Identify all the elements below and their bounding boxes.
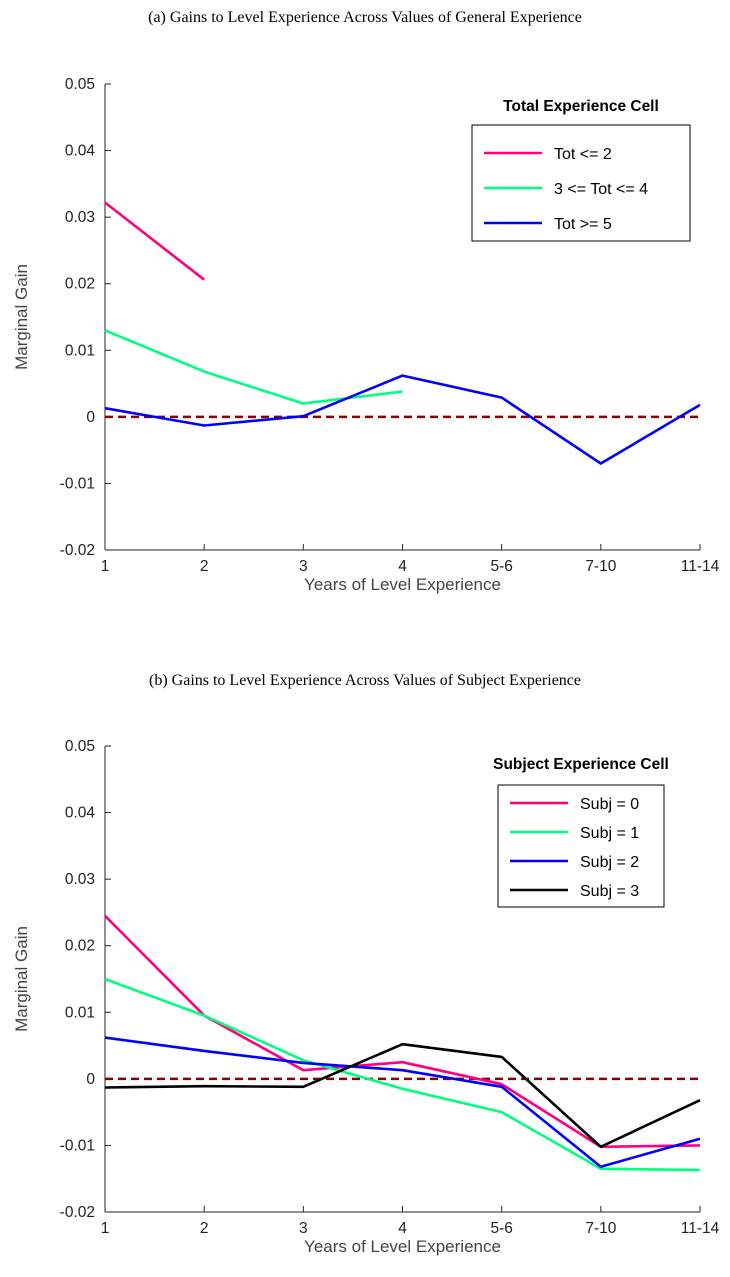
chart-a: (a) Gains to Level Experience Across Val…: [12, 9, 720, 594]
legend-title: Subject Experience Cell: [493, 756, 669, 773]
y-tick-label: 0.04: [65, 805, 96, 822]
y-tick-label: -0.02: [60, 542, 95, 559]
chart-title: (b) Gains to Level Experience Across Val…: [149, 672, 581, 689]
series-line-tot-5: [104, 374, 701, 465]
x-axis-label: Years of Level Experience: [304, 1237, 501, 1256]
y-tick-label: 0.02: [65, 276, 95, 293]
legend-title: Total Experience Cell: [503, 98, 659, 115]
x-tick-label: 7-10: [585, 1220, 616, 1237]
legend-label: 3 <= Tot <= 4: [554, 181, 648, 198]
x-tick-label: 1: [101, 558, 110, 575]
y-tick-label: 0.03: [65, 209, 95, 226]
x-tick-label: 2: [200, 558, 209, 575]
x-tick-label: 1: [101, 1220, 110, 1237]
x-axis-label: Years of Level Experience: [304, 575, 501, 594]
series-line-subj-3: [104, 1042, 701, 1149]
y-tick-label: 0.05: [65, 76, 95, 93]
x-tick-label: 5-6: [490, 558, 512, 575]
legend-label: Subj = 2: [580, 854, 639, 871]
legend-box: [471, 124, 691, 242]
x-tick-label: 3: [299, 558, 308, 575]
series-line-subj-1: [104, 977, 701, 1172]
legend-label: Tot <= 2: [554, 146, 612, 163]
y-tick-label: -0.01: [60, 475, 95, 492]
legend-box: [497, 784, 665, 908]
x-tick-label: 3: [299, 1220, 308, 1237]
chart-b: (b) Gains to Level Experience Across Val…: [12, 672, 720, 1256]
y-axis-label: Marginal Gain: [12, 926, 31, 1032]
x-tick-label: 5-6: [490, 1220, 512, 1237]
y-tick-label: -0.01: [60, 1137, 95, 1154]
series-line-tot-2: [104, 201, 205, 281]
series-line-subj-2: [104, 1036, 701, 1168]
x-tick-label: 11-14: [681, 558, 720, 575]
legend-label: Subj = 3: [580, 883, 639, 900]
y-tick-label: 0.05: [65, 738, 95, 755]
chart-title: (a) Gains to Level Experience Across Val…: [148, 9, 582, 26]
legend-label: Tot >= 5: [554, 216, 612, 233]
x-tick-label: 4: [398, 558, 407, 575]
y-tick-label: 0: [86, 1071, 95, 1088]
y-tick-label: 0.02: [65, 938, 95, 955]
legend-label: Subj = 1: [580, 825, 639, 842]
y-tick-label: -0.02: [60, 1204, 95, 1221]
y-tick-label: 0.04: [65, 143, 96, 160]
y-tick-label: 0.01: [65, 342, 95, 359]
y-tick-label: 0.01: [65, 1004, 95, 1021]
series-line-3-tot-4: [104, 329, 403, 405]
series-line-subj-0: [104, 914, 701, 1149]
x-tick-label: 11-14: [681, 1220, 720, 1237]
x-tick-label: 7-10: [585, 558, 616, 575]
y-axis-label: Marginal Gain: [12, 264, 31, 370]
x-tick-label: 4: [398, 1220, 407, 1237]
y-tick-label: 0.03: [65, 871, 95, 888]
y-tick-label: 0: [86, 409, 95, 426]
x-tick-label: 2: [200, 1220, 209, 1237]
legend-label: Subj = 0: [580, 796, 639, 813]
